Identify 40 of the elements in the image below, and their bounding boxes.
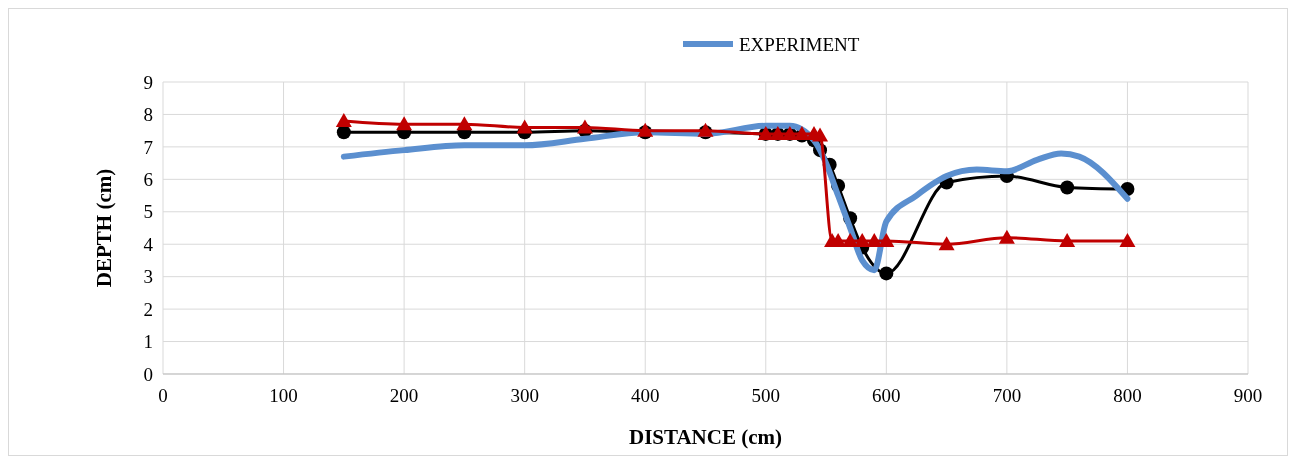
y-tick-label: 6: [143, 168, 153, 190]
x-tick-label: 400: [630, 385, 660, 406]
point: [336, 125, 351, 140]
y-tick-label: 0: [143, 363, 153, 385]
y-axis-title: DEPTH (cm): [92, 168, 116, 288]
point: [1059, 232, 1076, 247]
y-tick-label: 4: [143, 233, 154, 255]
point: [516, 119, 533, 134]
legend-label: EXPERIMENT: [739, 33, 860, 55]
y-tick-label: 9: [143, 71, 153, 93]
point: [879, 266, 894, 281]
point: [396, 116, 413, 131]
y-tick-label: 2: [143, 298, 153, 320]
x-tick-label: 600: [872, 385, 901, 406]
x-tick-label: 0: [158, 385, 168, 406]
x-tick-label: 900: [1233, 385, 1263, 406]
x-tick-label: 200: [389, 385, 419, 406]
x-tick-label: 800: [1113, 385, 1142, 406]
y-tick-label: 5: [143, 201, 153, 223]
point: [866, 232, 883, 247]
x-tick-label: 700: [992, 385, 1022, 406]
x-tick-label: 100: [269, 385, 298, 406]
point: [812, 127, 829, 142]
y-tick-label: 3: [143, 266, 153, 288]
point: [998, 229, 1015, 244]
x-axis-title: DISTANCE (cm): [628, 425, 783, 449]
point: [842, 232, 859, 247]
x-tick-label: 500: [751, 385, 781, 406]
point: [576, 119, 593, 134]
point: [854, 232, 871, 247]
point: [456, 116, 473, 131]
x-tick-label: 300: [510, 385, 539, 406]
point: [335, 112, 352, 127]
y-tick-label: 1: [143, 331, 153, 353]
y-tick-label: 7: [143, 136, 153, 158]
point: [938, 236, 955, 251]
point: [1119, 232, 1136, 247]
point: [1060, 180, 1075, 195]
point: [878, 232, 895, 247]
y-tick-label: 8: [143, 104, 153, 126]
